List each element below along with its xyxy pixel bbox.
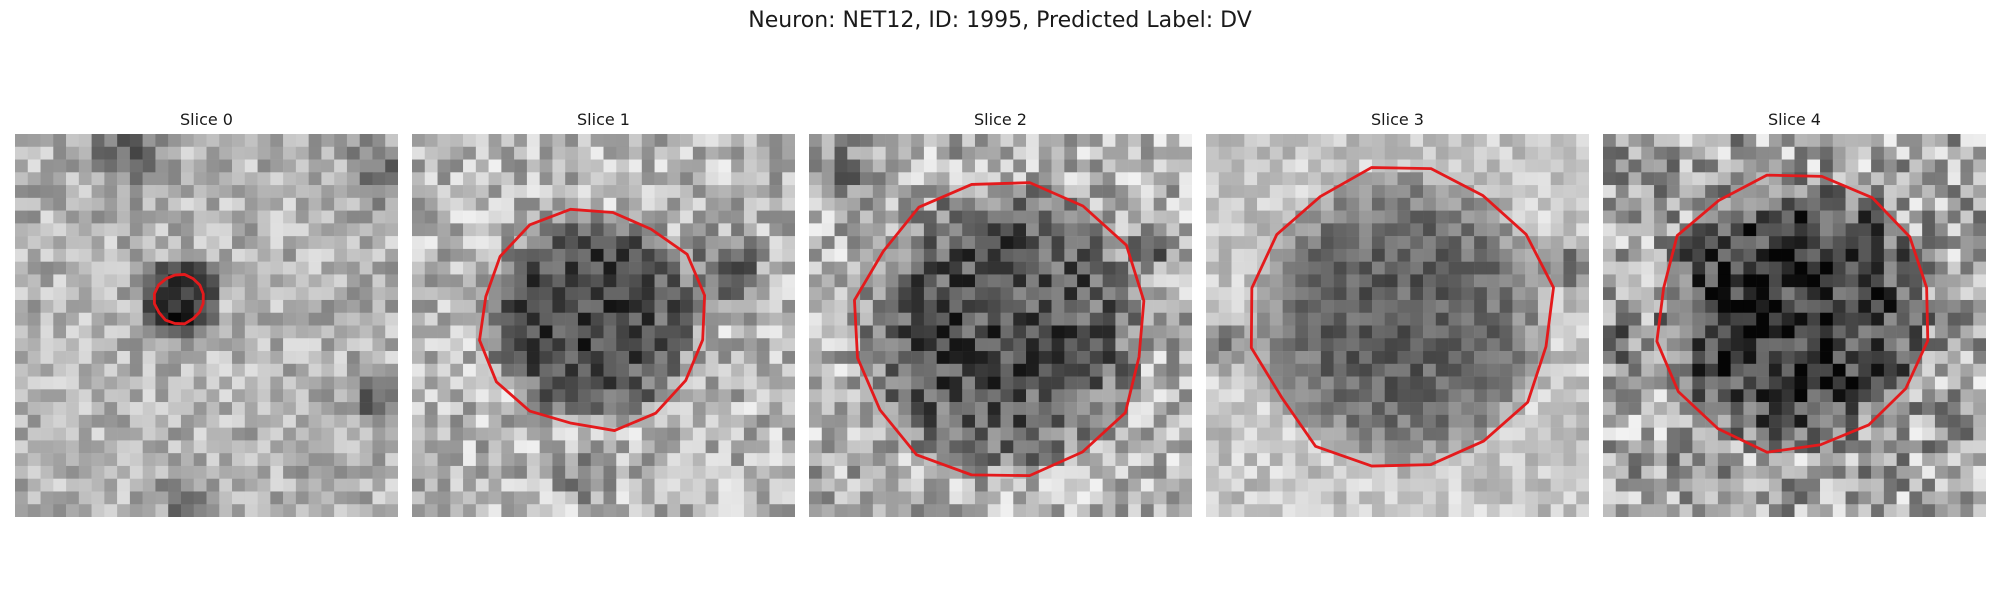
slice-title-3: Slice 3: [1371, 110, 1424, 129]
slice-title-2: Slice 2: [974, 110, 1027, 129]
slice-image-1: [412, 134, 795, 517]
roi-contour: [478, 207, 707, 432]
figure-title: Neuron: NET12, ID: 1995, Predicted Label…: [748, 8, 1252, 33]
slice-title-1: Slice 1: [577, 110, 630, 129]
slice-image-0: [15, 134, 398, 517]
slice-image-2: [809, 134, 1192, 517]
roi-contour: [1249, 166, 1555, 468]
slice-image-4: [1603, 134, 1986, 517]
roi-contour: [853, 181, 1146, 478]
roi-contour: [153, 273, 205, 326]
slice-image-3: [1206, 134, 1589, 517]
roi-contour: [1655, 173, 1930, 454]
slice-title-4: Slice 4: [1768, 110, 1821, 129]
slice-title-0: Slice 0: [180, 110, 233, 129]
